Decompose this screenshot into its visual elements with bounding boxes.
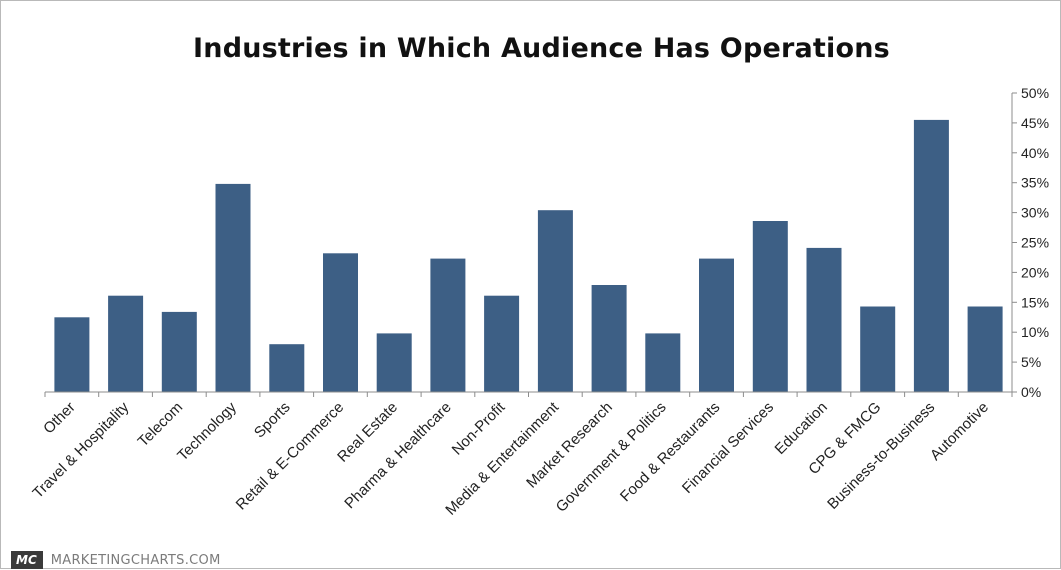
bar bbox=[752, 221, 788, 392]
x-tick-label: Financial Services bbox=[679, 399, 777, 497]
bar bbox=[699, 258, 734, 392]
x-tick-label: Sports bbox=[251, 399, 294, 442]
source-brand: MARKETINGCHARTS.COM bbox=[50, 552, 221, 568]
bar bbox=[269, 344, 305, 392]
y-tick-labels: 0% 5% 10% 15% 20% 25% 30% 35% 40% 45% 50% bbox=[1021, 85, 1049, 400]
bar bbox=[967, 306, 1003, 392]
y-tick-label: 30% bbox=[1021, 205, 1049, 221]
y-tick-label: 15% bbox=[1021, 294, 1049, 310]
y-tick-label: 25% bbox=[1021, 235, 1049, 251]
bar bbox=[323, 253, 358, 392]
axes-layer bbox=[44, 92, 1017, 397]
x-tick-label: Telecom bbox=[135, 399, 187, 451]
bar bbox=[108, 295, 144, 392]
bar bbox=[376, 333, 412, 392]
bar bbox=[591, 285, 627, 392]
bar bbox=[484, 295, 520, 392]
footer: MC MARKETINGCHARTS.COM bbox=[11, 550, 221, 570]
bar bbox=[161, 311, 197, 392]
bar bbox=[645, 333, 681, 392]
x-tick-label: Pharma & Healthcare bbox=[341, 399, 454, 512]
x-tick-label: Retail & E-Commerce bbox=[233, 399, 348, 514]
y-tick-label: 20% bbox=[1021, 264, 1049, 280]
y-tick-label: 5% bbox=[1021, 354, 1041, 370]
bar bbox=[913, 119, 949, 393]
x-tick-label: Other bbox=[40, 399, 79, 438]
bars-layer bbox=[54, 119, 1003, 393]
y-tick-label: 35% bbox=[1021, 175, 1049, 191]
bar bbox=[430, 258, 466, 392]
chart-title: Industries in Which Audience Has Operati… bbox=[193, 33, 890, 64]
bar bbox=[860, 306, 896, 392]
bar bbox=[537, 210, 573, 392]
y-tick-label: 0% bbox=[1021, 384, 1041, 400]
x-tick-label: Automotive bbox=[927, 399, 992, 464]
x-tick-label: Food & Restaurants bbox=[617, 399, 723, 505]
x-tick-label: Technology bbox=[174, 398, 240, 464]
y-tick-label: 50% bbox=[1021, 85, 1049, 101]
y-tick-label: 40% bbox=[1021, 145, 1049, 161]
bar bbox=[215, 183, 251, 392]
bar bbox=[54, 317, 90, 393]
marketingcharts-logo: MC bbox=[11, 551, 43, 569]
y-tick-label: 45% bbox=[1021, 115, 1049, 131]
y-tick-label: 10% bbox=[1021, 324, 1049, 340]
x-tick-label: Travel & Hospitality bbox=[29, 398, 132, 501]
x-tick-label: Business-to-Business bbox=[824, 399, 938, 513]
bar bbox=[806, 247, 842, 392]
